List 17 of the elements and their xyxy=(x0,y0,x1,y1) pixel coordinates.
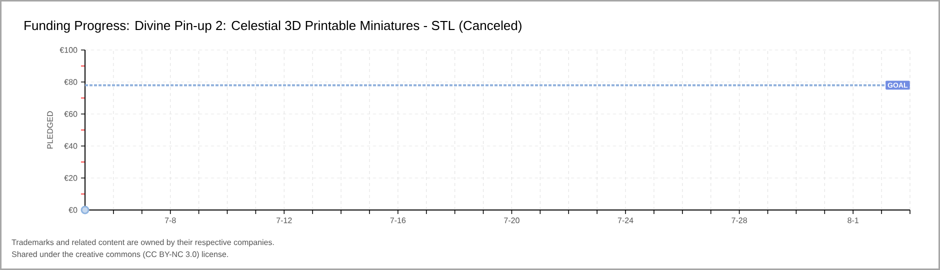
text: Trademarks and related content are owned by their respective companies. xyxy=(12,239,274,247)
x-tick-label: 7-20 xyxy=(504,218,520,224)
x-tick-label: 7-28 xyxy=(732,218,747,224)
y-tick-label: €100 xyxy=(60,47,78,53)
chart-title: Funding Progress: Divine Pin-up 2: Celestial 3D Printable Miniatures - STL (Canceled) xyxy=(24,20,522,33)
y-tick-label: €60 xyxy=(64,111,78,117)
y-axis-title: PLEDGED xyxy=(47,111,53,148)
y-tick-label: €40 xyxy=(64,143,78,149)
y-tick-label: €80 xyxy=(64,79,78,85)
x-tick-label: 7-12 xyxy=(276,218,292,224)
y-tick-label: €0 xyxy=(68,207,78,213)
x-tick-label: 7-24 xyxy=(618,218,634,224)
text: Shared under the creative commons (CC BY-NC 3.0) license. xyxy=(12,251,228,259)
y-tick-label: €20 xyxy=(64,175,78,181)
x-tick-label: 7-16 xyxy=(390,218,406,224)
x-tick-label: 7-8 xyxy=(164,218,176,224)
x-tick-label: 8-1 xyxy=(848,218,858,224)
